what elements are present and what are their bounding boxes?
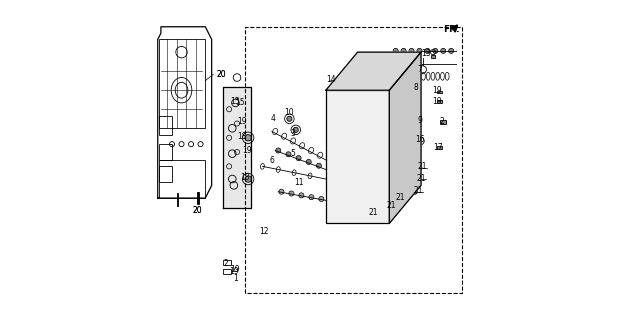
Bar <box>437 100 441 103</box>
Bar <box>223 269 231 274</box>
Text: 9: 9 <box>418 116 423 125</box>
Text: 8: 8 <box>414 83 418 92</box>
Text: 7: 7 <box>417 65 422 74</box>
Text: 21: 21 <box>396 193 405 202</box>
Circle shape <box>412 189 417 194</box>
Bar <box>437 91 441 93</box>
Bar <box>223 260 231 265</box>
Text: 20: 20 <box>193 206 202 215</box>
Circle shape <box>299 193 304 198</box>
Text: 5: 5 <box>290 149 295 158</box>
Circle shape <box>306 159 311 164</box>
Bar <box>159 144 172 160</box>
Text: 21: 21 <box>386 201 396 210</box>
Text: 19: 19 <box>242 146 251 155</box>
Circle shape <box>309 195 314 200</box>
Bar <box>159 160 205 198</box>
Circle shape <box>276 148 281 153</box>
Text: 16: 16 <box>415 135 425 144</box>
Circle shape <box>409 48 414 53</box>
Circle shape <box>393 48 398 53</box>
Text: 15: 15 <box>231 97 241 106</box>
Text: 18: 18 <box>237 132 247 141</box>
Bar <box>159 166 172 182</box>
Text: 19: 19 <box>229 267 239 276</box>
Bar <box>437 146 441 149</box>
Circle shape <box>287 116 292 121</box>
Text: 6: 6 <box>270 156 275 164</box>
Circle shape <box>316 163 321 168</box>
Bar <box>430 55 435 59</box>
Text: 2: 2 <box>440 117 444 126</box>
Text: 21: 21 <box>369 208 378 217</box>
Circle shape <box>415 177 420 181</box>
Circle shape <box>293 127 298 132</box>
Text: 18: 18 <box>240 173 250 182</box>
Circle shape <box>433 48 438 53</box>
Text: 1: 1 <box>233 275 238 284</box>
Text: 3: 3 <box>290 129 295 138</box>
Circle shape <box>296 156 301 161</box>
Circle shape <box>368 210 373 215</box>
Circle shape <box>417 165 422 171</box>
Circle shape <box>401 48 406 53</box>
Bar <box>326 90 389 223</box>
Bar <box>440 120 446 124</box>
Bar <box>159 39 205 128</box>
Text: 4: 4 <box>271 114 276 123</box>
Circle shape <box>339 200 344 205</box>
Circle shape <box>425 48 430 53</box>
Bar <box>177 193 179 206</box>
Text: 21: 21 <box>413 186 423 195</box>
Text: 2: 2 <box>224 259 228 268</box>
Bar <box>364 97 372 217</box>
Text: 14: 14 <box>326 75 335 84</box>
Bar <box>197 192 199 204</box>
Circle shape <box>449 48 454 53</box>
Polygon shape <box>389 52 421 223</box>
Circle shape <box>286 152 291 157</box>
Bar <box>159 116 172 135</box>
Text: 11: 11 <box>294 178 304 187</box>
Text: 17: 17 <box>433 143 443 152</box>
Text: 15: 15 <box>236 99 245 108</box>
Circle shape <box>289 191 294 196</box>
Text: FR.: FR. <box>443 25 460 35</box>
Polygon shape <box>326 52 421 90</box>
Text: 19: 19 <box>231 265 241 274</box>
Bar <box>339 97 347 217</box>
Text: 10: 10 <box>285 108 294 117</box>
Text: 19: 19 <box>432 97 441 106</box>
Text: 19: 19 <box>432 86 441 95</box>
Circle shape <box>319 196 324 202</box>
Text: 19: 19 <box>237 117 247 126</box>
Text: 12: 12 <box>259 227 268 236</box>
Polygon shape <box>223 87 251 208</box>
Circle shape <box>441 48 446 53</box>
Text: 20: 20 <box>193 206 202 215</box>
Circle shape <box>417 48 422 53</box>
Text: 13: 13 <box>421 49 431 58</box>
Text: 20: 20 <box>216 70 226 79</box>
Text: 21: 21 <box>418 163 427 172</box>
Text: 20: 20 <box>216 70 226 79</box>
Circle shape <box>245 176 251 182</box>
Circle shape <box>395 196 400 201</box>
Circle shape <box>385 204 390 209</box>
Circle shape <box>279 189 284 194</box>
Text: 21: 21 <box>416 173 426 183</box>
Circle shape <box>245 135 251 141</box>
Circle shape <box>329 198 334 203</box>
